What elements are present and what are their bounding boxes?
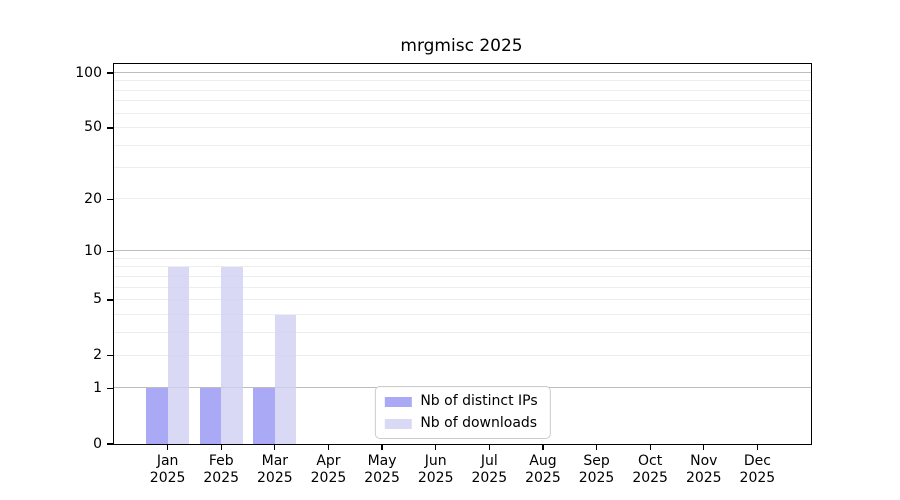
y-tick-label: 0	[93, 435, 102, 452]
bar-nb-of-downloads-mar	[274, 314, 297, 444]
y-tick-label: 2	[93, 347, 102, 364]
gridline-minor	[114, 331, 811, 333]
x-tick	[327, 444, 330, 450]
y-tick	[107, 355, 113, 357]
plot-area: Dec 2025 Nov 2025 Oct 2025 Sep 2025 Aug 2025…	[75, 63, 812, 486]
y-tick	[107, 443, 113, 445]
gridline-minor	[114, 275, 811, 277]
gridline-minor	[114, 198, 811, 200]
gridline-major	[114, 72, 811, 74]
gridline-minor	[114, 126, 811, 128]
gridline-minor	[114, 144, 811, 146]
gridline-minor	[114, 354, 811, 356]
legend-label-distinct-ips: Nb of distinct IPs	[420, 393, 538, 409]
y-tick	[107, 387, 113, 389]
legend-item-distinct-ips: Nb of distinct IPs	[384, 393, 538, 409]
bar-nb-of-distinct-ips-mar	[253, 388, 275, 444]
x-tick-label: Jul 2025	[471, 453, 508, 486]
y-tick	[107, 127, 113, 129]
y-tick	[107, 198, 113, 200]
gridline-minor	[114, 112, 811, 114]
x-tick	[167, 444, 169, 450]
x-tick	[435, 444, 437, 450]
x-tick-label: Aug 2025	[525, 453, 561, 486]
y-tick-label: 10	[84, 242, 102, 259]
gridline-minor	[114, 286, 811, 288]
bar-nb-of-distinct-ips-feb	[199, 388, 222, 444]
x-tick-label: Nov 2025	[685, 453, 722, 486]
gridline-minor	[114, 313, 811, 315]
bar-nb-of-downloads-jan	[167, 267, 190, 444]
gridline-minor	[114, 257, 811, 259]
legend-label-downloads: Nb of downloads	[420, 415, 538, 431]
y-tick	[107, 250, 113, 252]
y-tick	[107, 72, 113, 74]
x-tick-label: Mar 2025	[257, 453, 293, 486]
x-tick	[756, 444, 758, 450]
x-tick	[381, 444, 383, 450]
x-tick-label: Oct 2025	[632, 453, 668, 486]
y-tick	[107, 299, 113, 301]
gridline-major	[114, 250, 811, 252]
x-tick-label: Jun 2025	[417, 453, 454, 486]
x-tick	[274, 444, 276, 450]
x-tick-label: Dec 2025	[739, 453, 776, 486]
y-tick-label: 1	[93, 379, 102, 396]
gridline-minor	[114, 89, 811, 91]
legend-swatch-downloads	[384, 418, 412, 429]
chart-title: mrgmisc 2025	[400, 36, 523, 56]
x-tick	[703, 444, 705, 450]
legend-swatch-distinct-ips	[384, 396, 412, 407]
y-tick-label: 100	[75, 64, 102, 81]
x-tick-label: Jan 2025	[149, 453, 186, 486]
x-tick	[542, 444, 544, 450]
x-tick-label: Apr 2025	[310, 453, 347, 486]
x-tick	[649, 444, 651, 450]
x-tick-label: May 2025	[364, 453, 400, 486]
legend: Nb of distinct IPs Nb of downloads	[374, 386, 551, 439]
y-tick-label: 50	[84, 119, 102, 136]
x-tick-label: Sep 2025	[578, 453, 615, 486]
x-tick	[220, 444, 222, 450]
bar-nb-of-downloads-feb	[221, 267, 243, 444]
bar-nb-of-distinct-ips-jan	[146, 388, 168, 444]
gridline-minor	[114, 80, 811, 82]
x-tick	[595, 444, 598, 450]
gridline-minor	[114, 266, 811, 268]
gridline-minor	[114, 100, 811, 102]
y-tick-label: 5	[93, 291, 102, 308]
gridline-minor	[114, 166, 811, 168]
gridline-minor	[114, 298, 811, 300]
x-tick-label: Feb 2025	[203, 453, 240, 486]
y-tick-label: 20	[84, 190, 102, 207]
x-tick	[488, 444, 490, 450]
legend-item-downloads: Nb of downloads	[384, 416, 537, 431]
